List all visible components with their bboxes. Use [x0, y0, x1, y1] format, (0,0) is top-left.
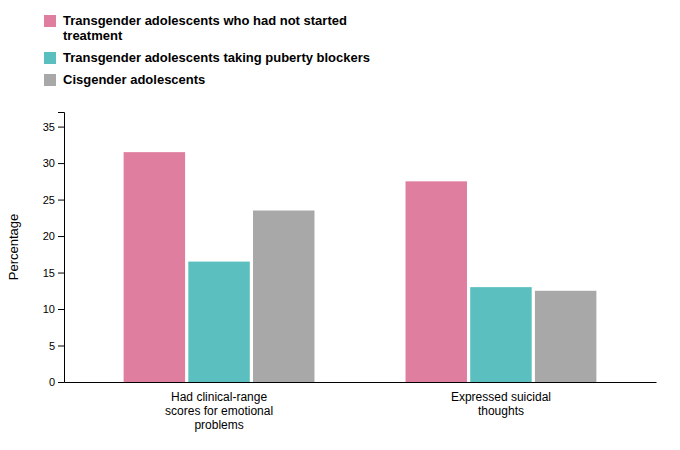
y-tick-mark: [58, 200, 64, 201]
y-tick: 10: [43, 303, 64, 315]
y-tick-mark: [58, 382, 64, 383]
bar: [124, 152, 185, 382]
x-axis-line: [65, 382, 657, 383]
legend-item: Transgender adolescents who had not star…: [44, 13, 347, 43]
y-axis: 0 5 10 15 20 25 30 35: [43, 113, 65, 389]
y-tick-label: 10: [43, 303, 55, 315]
legend-label: Transgender adolescents who had not star…: [63, 13, 347, 43]
bar-series: [253, 211, 596, 382]
y-tick-mark: [58, 309, 64, 310]
y-tick-label: 5: [49, 340, 55, 352]
y-tick-label: 25: [43, 194, 55, 206]
bar: [535, 291, 596, 382]
legend-label-line: treatment: [63, 28, 123, 43]
y-tick-mark: [58, 163, 64, 164]
y-tick: 20: [43, 230, 64, 242]
y-tick: 15: [43, 267, 64, 279]
y-tick-mark: [58, 273, 64, 274]
x-tick-label-line: Expressed suicidal: [451, 390, 551, 404]
y-tick-label: 30: [43, 157, 55, 169]
bar: [406, 181, 467, 382]
x-tick-label-line: thoughts: [478, 404, 524, 418]
y-tick-label: 0: [49, 376, 55, 388]
legend-item: Transgender adolescents taking puberty b…: [44, 50, 370, 65]
bar-series: [124, 152, 467, 382]
legend-item: Cisgender adolescents: [44, 72, 205, 87]
legend: Transgender adolescents who had not star…: [44, 13, 370, 87]
y-axis-title: Percentage: [6, 214, 21, 281]
bar: [253, 211, 314, 382]
y-tick-mark: [58, 346, 64, 347]
y-tick-mark: [58, 236, 64, 237]
y-tick: 25: [43, 194, 64, 206]
bar: [470, 287, 531, 382]
x-tick-label-line: Had clinical-range: [171, 390, 267, 404]
y-tick: 0: [49, 376, 64, 388]
y-tick-label: 15: [43, 267, 55, 279]
y-tick: 5: [49, 340, 64, 352]
x-tick-label: Expressed suicidalthoughts: [451, 390, 551, 418]
x-axis: Had clinical-rangescores for emotionalpr…: [65, 383, 657, 433]
legend-label-line: Transgender adolescents taking puberty b…: [63, 50, 370, 65]
legend-swatch: [44, 52, 56, 64]
x-tick: Had clinical-rangescores for emotionalpr…: [165, 390, 273, 433]
legend-label: Cisgender adolescents: [63, 72, 205, 87]
y-tick-label: 20: [43, 230, 55, 242]
bar: [188, 262, 249, 382]
x-tick-label-line: problems: [194, 418, 243, 432]
y-tick-mark: [58, 127, 64, 128]
legend-swatch: [44, 15, 56, 27]
plot: 0 5 10 15 20 25 30 35 Had clinical-rangescores f…: [43, 113, 657, 433]
y-axis-line: [58, 113, 65, 383]
bar-series: [188, 262, 531, 382]
y-tick: 35: [43, 121, 64, 133]
legend-label-line: Cisgender adolescents: [63, 72, 205, 87]
x-tick-label-line: scores for emotional: [165, 404, 273, 418]
bars: [124, 152, 597, 382]
y-tick-label: 35: [43, 121, 55, 133]
legend-label-line: Transgender adolescents who had not star…: [63, 13, 347, 28]
chart: 0 5 10 15 20 25 30 35 Had clinical-rangescores f…: [0, 0, 680, 450]
x-tick-label: Had clinical-rangescores for emotionalpr…: [165, 390, 273, 433]
legend-label: Transgender adolescents taking puberty b…: [63, 50, 370, 65]
y-tick: 30: [43, 157, 64, 169]
x-tick: Expressed suicidalthoughts: [451, 390, 551, 418]
legend-swatch: [44, 74, 56, 86]
